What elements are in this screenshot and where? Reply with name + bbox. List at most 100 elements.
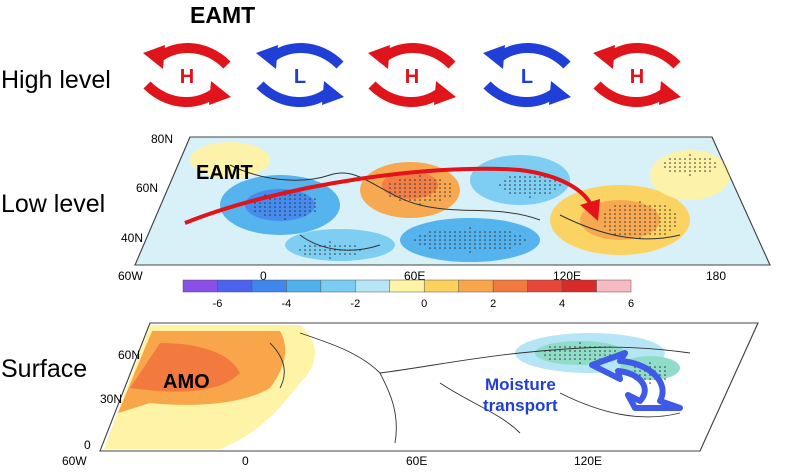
colorbar-tick-label: 6 [628,298,634,310]
stipple-dot [429,247,431,249]
surface-significance-dots [544,342,666,384]
stipple-dot [604,221,606,223]
stipple-dot [254,206,256,208]
moisture-label-line2: transport [483,396,558,415]
stipple-dot [669,170,671,172]
stipple-dot [424,235,426,237]
stipple-dot [324,253,326,255]
stipple-dot [539,180,541,182]
stipple-dot [544,184,546,186]
stipple-dot [399,199,401,201]
surface-lon-tick: 0 [242,454,249,468]
amo-label: AMO [163,371,210,393]
eamt-arrow-head [580,199,600,221]
stipple-dot [714,166,716,168]
stipple-dot [269,206,271,208]
stipple-dot [619,221,621,223]
stipple-dot [449,187,451,189]
stipple-dot [289,198,291,200]
stipple-dot [684,170,686,172]
stipple-dot [429,187,431,189]
stipple-dot [414,183,416,185]
stipple-dot [514,176,516,178]
stipple-dot [674,221,676,223]
stipple-dot [439,199,441,201]
stipple-dot [254,210,256,212]
stipple-dot [529,176,531,178]
stipple-dot [424,179,426,181]
stipple-dot [679,158,681,160]
stipple-dot [329,249,331,251]
stipple-dot [709,158,711,160]
stipple-dot [609,225,611,227]
stipple-dot [664,217,666,219]
stipple-dot [629,205,631,207]
stipple-dot [674,162,676,164]
stipple-dot [659,225,661,227]
stipple-dot [624,217,626,219]
stipple-dot [519,176,521,178]
stipple-dot [594,346,596,348]
stipple-dot [459,235,461,237]
stipple-dot [309,202,311,204]
stipple-dot [644,225,646,227]
stipple-dot [564,350,566,352]
stipple-dot [469,227,471,229]
stipple-dot [564,358,566,360]
stipple-dot [644,205,646,207]
stipple-dot [614,233,616,235]
stipple-dot [344,253,346,255]
stipple-dot [394,187,396,189]
stipple-dot [319,253,321,255]
stipple-dot [279,202,281,204]
stipple-dot [444,239,446,241]
stipple-dot [639,201,641,203]
stipple-dot [294,214,296,216]
stipple-dot [324,249,326,251]
stipple-dot [459,231,461,233]
stipple-dot [629,209,631,211]
stipple-dot [659,370,661,372]
stipple-dot [679,166,681,168]
stipple-dot [269,210,271,212]
stipple-dot [614,221,616,223]
stipple-dot [609,229,611,231]
stipple-dot [444,243,446,245]
stipple-dot [579,342,581,344]
stipple-dot [689,166,691,168]
stipple-dot [609,213,611,215]
surface-lon-tick: 60E [406,454,427,468]
colorbar-swatch [492,279,528,293]
stipple-dot [524,192,526,194]
stipple-dot [639,225,641,227]
stipple-dot [519,180,521,182]
stipple-dot [429,243,431,245]
stipple-dot [654,209,656,211]
stipple-dot [289,194,291,196]
stipple-dot [414,195,416,197]
stipple-dot [544,192,546,194]
stipple-dot [344,245,346,247]
stipple-dot [484,231,486,233]
stipple-dot [389,195,391,197]
stipple-dot [274,206,276,208]
stipple-dot [429,231,431,233]
stipple-dot [544,350,546,352]
stipple-dot [654,233,656,235]
stipple-dot [549,358,551,360]
stipple-dot [389,187,391,189]
stipple-dot [624,209,626,211]
stipple-dot [484,243,486,245]
stipple-dot [599,346,601,348]
stipple-dot [514,184,516,186]
stipple-dot [554,180,556,182]
stipple-dot [459,239,461,241]
stipple-dot [584,346,586,348]
stipple-dot [594,350,596,352]
center-letter: L [294,66,306,88]
stipple-dot [559,346,561,348]
stipple-dot [319,249,321,251]
stipple-dot [539,188,541,190]
stipple-dot [504,180,506,182]
stipple-dot [429,195,431,197]
